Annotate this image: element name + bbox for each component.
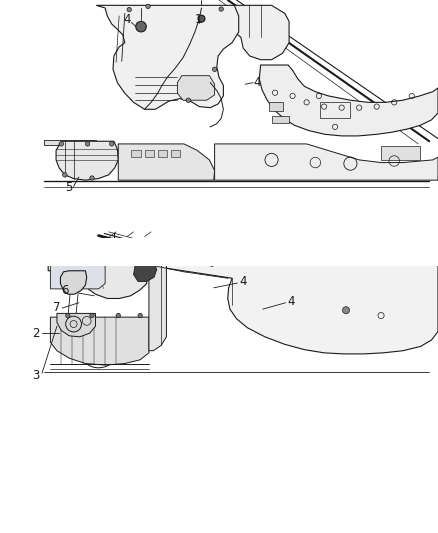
Circle shape [186, 98, 191, 102]
Polygon shape [96, 5, 239, 109]
Polygon shape [215, 144, 438, 180]
Text: 3: 3 [32, 369, 39, 382]
Circle shape [219, 7, 223, 11]
Polygon shape [56, 141, 118, 180]
Polygon shape [96, 241, 128, 257]
Circle shape [116, 313, 120, 318]
Circle shape [66, 313, 70, 318]
Circle shape [343, 306, 350, 314]
Text: 4: 4 [123, 13, 131, 26]
Text: 4: 4 [254, 76, 261, 89]
Polygon shape [118, 144, 215, 180]
Polygon shape [381, 146, 420, 160]
Polygon shape [44, 140, 96, 145]
Text: 4: 4 [287, 295, 295, 308]
Circle shape [63, 173, 67, 177]
Polygon shape [0, 266, 438, 533]
Circle shape [212, 67, 217, 71]
Polygon shape [148, 242, 438, 354]
Polygon shape [48, 241, 147, 298]
Polygon shape [134, 261, 157, 281]
Polygon shape [0, 0, 438, 263]
Polygon shape [234, 5, 289, 60]
Polygon shape [259, 65, 438, 136]
Text: 5: 5 [66, 181, 73, 194]
Polygon shape [50, 317, 149, 365]
Text: 2: 2 [32, 327, 40, 340]
Polygon shape [177, 76, 215, 100]
Circle shape [59, 142, 64, 146]
Circle shape [198, 15, 205, 22]
Polygon shape [131, 150, 141, 157]
Text: 6: 6 [61, 284, 69, 297]
Circle shape [90, 313, 94, 318]
Circle shape [90, 176, 94, 180]
Circle shape [85, 142, 90, 146]
Circle shape [127, 7, 131, 12]
Polygon shape [158, 150, 167, 157]
Text: 1: 1 [194, 13, 202, 26]
Polygon shape [60, 271, 87, 294]
Polygon shape [0, 238, 438, 266]
Polygon shape [171, 150, 180, 157]
Polygon shape [149, 241, 166, 351]
Polygon shape [50, 244, 105, 289]
Circle shape [146, 4, 150, 9]
Text: 7: 7 [53, 301, 61, 313]
Circle shape [136, 21, 146, 32]
Polygon shape [145, 150, 154, 157]
Circle shape [138, 313, 142, 318]
Polygon shape [57, 313, 95, 337]
Polygon shape [269, 102, 283, 111]
Circle shape [110, 142, 114, 146]
Polygon shape [272, 116, 289, 123]
Text: 4: 4 [239, 275, 247, 288]
Circle shape [111, 241, 117, 247]
